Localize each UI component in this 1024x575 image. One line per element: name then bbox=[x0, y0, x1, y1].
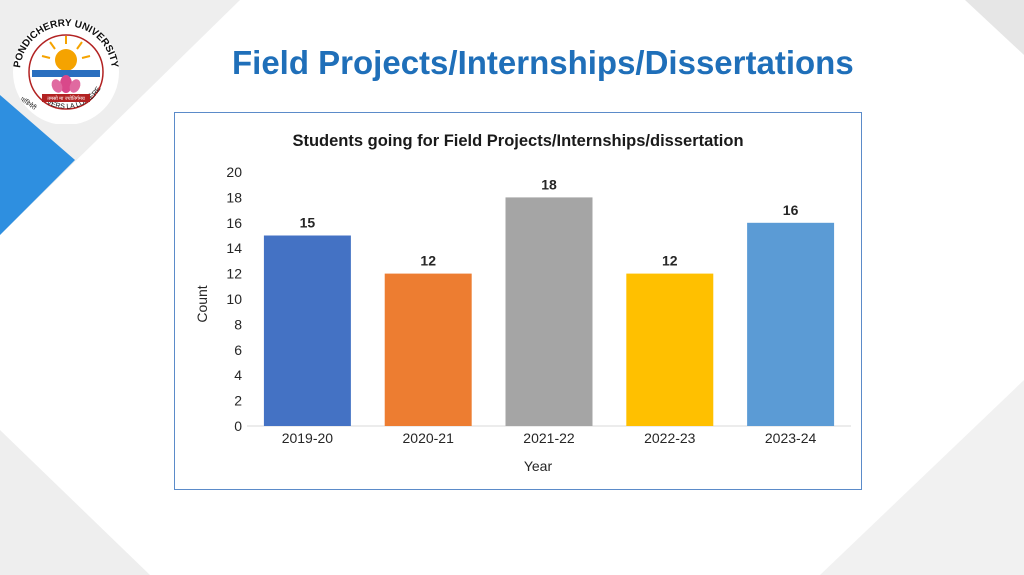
x-axis-label: Year bbox=[524, 458, 553, 474]
y-tick-label: 12 bbox=[226, 266, 242, 282]
slide-title: Field Projects/Internships/Dissertations bbox=[232, 44, 854, 81]
bar-2022-23 bbox=[626, 273, 714, 426]
y-tick-label: 20 bbox=[226, 164, 242, 180]
data-label-2020-21: 12 bbox=[420, 253, 436, 269]
chart-frame: Students going for Field Projects/Intern… bbox=[174, 112, 862, 490]
logo-water-band bbox=[32, 70, 100, 77]
logo-motto-text: तमसो मा ज्योतिर्गमय bbox=[47, 95, 85, 102]
lotus-icon bbox=[51, 75, 81, 93]
university-logo: PONDICHERRY UNIVERSITY VERS LA LUMIÈRE त… bbox=[12, 18, 120, 124]
y-tick-label: 8 bbox=[234, 316, 242, 332]
x-tick-label: 2019-20 bbox=[282, 430, 334, 446]
bar-2023-24 bbox=[747, 222, 835, 426]
bottom-left-gray-triangle bbox=[0, 430, 150, 575]
data-label-2019-20: 15 bbox=[300, 215, 316, 231]
y-tick-label: 10 bbox=[226, 291, 242, 307]
bottom-right-gray-triangle bbox=[820, 380, 1024, 575]
data-label-2022-23: 12 bbox=[662, 253, 678, 269]
chart-title: Students going for Field Projects/Intern… bbox=[292, 132, 743, 150]
bar-2021-22 bbox=[505, 197, 593, 426]
y-tick-label: 2 bbox=[234, 393, 242, 409]
y-axis-label: Count bbox=[194, 285, 210, 322]
bar-chart: Students going for Field Projects/Intern… bbox=[194, 132, 851, 474]
x-axis-ticks: 2019-20 2020-21 2021-22 2022-23 2023-24 bbox=[282, 430, 817, 446]
top-right-gray-triangle bbox=[965, 0, 1024, 55]
y-tick-label: 6 bbox=[234, 342, 242, 358]
x-tick-label: 2021-22 bbox=[523, 430, 575, 446]
bar-2019-20 bbox=[263, 235, 351, 426]
data-label-2021-22: 18 bbox=[541, 176, 557, 192]
data-label-2023-24: 16 bbox=[783, 202, 799, 218]
bars-group: 15 12 18 12 16 bbox=[263, 176, 835, 426]
left-blue-triangle bbox=[0, 95, 75, 235]
x-tick-label: 2023-24 bbox=[765, 430, 817, 446]
x-tick-label: 2022-23 bbox=[644, 430, 696, 446]
y-tick-label: 4 bbox=[234, 367, 242, 383]
y-tick-label: 16 bbox=[226, 215, 242, 231]
y-tick-label: 14 bbox=[226, 240, 242, 256]
y-axis-ticks: 0 2 4 6 8 10 12 14 16 18 20 bbox=[226, 164, 242, 434]
logo-motto-band bbox=[42, 94, 90, 102]
y-tick-label: 18 bbox=[226, 189, 242, 205]
x-tick-label: 2020-21 bbox=[403, 430, 455, 446]
y-tick-label: 0 bbox=[234, 418, 242, 434]
sun-rays-icon bbox=[41, 36, 91, 71]
bar-2020-21 bbox=[384, 273, 472, 426]
